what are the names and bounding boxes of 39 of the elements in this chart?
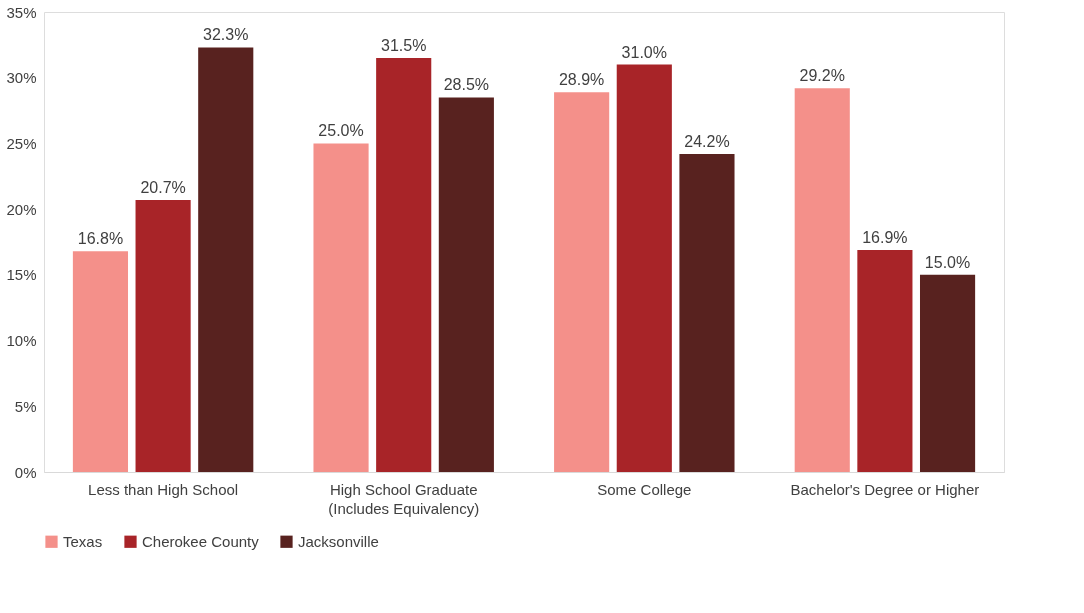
data-label: 24.2% (684, 132, 730, 150)
legend-label: Texas (63, 532, 103, 550)
bar (554, 92, 610, 472)
bar (313, 143, 369, 472)
data-label: 20.7% (140, 178, 186, 196)
data-label: 31.0% (621, 43, 667, 61)
data-label: 28.5% (443, 76, 490, 94)
bar (616, 64, 672, 472)
data-label: 32.3% (203, 26, 249, 44)
data-label: 28.9% (558, 71, 605, 89)
bar (438, 97, 494, 472)
x-tick-label: High School Graduate (Includes Equivalency) (328, 480, 480, 517)
legend-label: Jacksonville (298, 532, 379, 550)
x-tick-label: Bachelor's Degree or Higher (790, 480, 980, 498)
bar (198, 47, 254, 472)
bar (794, 88, 850, 472)
legend-label: Cherokee County (142, 532, 260, 550)
data-label: 29.2% (799, 67, 845, 85)
y-tick-label: 15% (6, 266, 37, 284)
bar (135, 199, 191, 472)
data-label: 31.5% (381, 37, 427, 54)
y-tick-label: 30% (6, 69, 37, 87)
x-tick-label: Less than High School (88, 480, 239, 498)
y-tick-label: 25% (6, 134, 37, 152)
y-tick-label: 20% (6, 200, 37, 218)
data-label: 25.0% (318, 122, 364, 140)
bar (919, 274, 976, 472)
y-tick-label: 0% (14, 463, 37, 481)
bar (679, 153, 735, 472)
x-tick-label: Some College (597, 480, 692, 498)
y-tick-label: 10% (6, 332, 37, 350)
bar (376, 58, 432, 472)
bar (72, 251, 129, 472)
data-label: 15.0% (924, 253, 971, 271)
y-tick-label: 35% (6, 3, 37, 21)
data-label: 16.8% (77, 230, 124, 248)
bar (857, 249, 913, 472)
y-tick-label: 5% (14, 397, 37, 415)
data-label: 16.9% (862, 228, 908, 246)
